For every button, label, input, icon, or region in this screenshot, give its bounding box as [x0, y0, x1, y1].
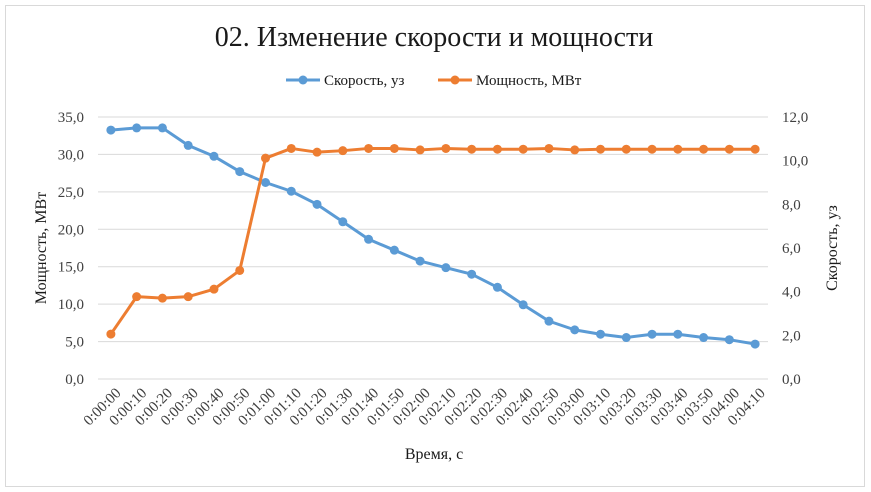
- speed-point: [750, 339, 760, 349]
- y-left-tick-label: 30,0: [58, 147, 84, 163]
- legend-speed-label: Скорость, уз: [324, 73, 404, 89]
- speed-line: [110, 126, 756, 346]
- power-point: [673, 144, 683, 154]
- speed-point: [492, 282, 502, 292]
- speed-point: [570, 325, 580, 335]
- power-point: [312, 147, 322, 157]
- power-point: [570, 145, 580, 155]
- series-group: [106, 123, 760, 349]
- speed-point: [106, 125, 116, 135]
- speed-point: [338, 217, 348, 227]
- speed-point: [467, 269, 477, 279]
- power-point: [441, 143, 451, 153]
- power-point: [596, 144, 605, 154]
- y-right-tick-label: 0,0: [782, 372, 801, 388]
- y-right-tick-label: 8,0: [782, 197, 801, 213]
- speed-point: [518, 300, 528, 310]
- power-point: [544, 143, 554, 153]
- gridlines: [98, 116, 768, 380]
- speed-point: [441, 263, 451, 273]
- speed-point: [312, 199, 322, 209]
- legend-speed-marker: [298, 75, 308, 85]
- speed-point: [724, 335, 734, 345]
- power-point: [647, 144, 657, 154]
- x-axis-title: Время, с: [405, 446, 463, 463]
- y-axis-left-ticks: 0,0 5,0 10,0 15,0 20,0 25,0 30,0 35,0: [58, 110, 84, 388]
- y-right-tick-label: 2,0: [782, 328, 801, 344]
- y-axis-left-title: Мощность, МВт: [33, 192, 50, 304]
- power-point: [338, 146, 348, 156]
- power-point: [699, 144, 709, 154]
- power-point: [467, 144, 477, 154]
- power-line: [109, 146, 756, 335]
- power-point: [261, 153, 270, 163]
- y-left-tick-label: 15,0: [58, 260, 84, 276]
- speed-point: [621, 333, 631, 343]
- speed-point: [209, 151, 219, 161]
- x-axis-ticks: 0:00:000:00:100:00:200:00:300:00:400:00:…: [81, 385, 769, 429]
- y-left-tick-label: 10,0: [58, 297, 84, 313]
- y-axis-right-title: Скорость, уз: [824, 205, 841, 291]
- speed-point: [699, 333, 709, 343]
- y-right-tick-label: 4,0: [782, 285, 801, 301]
- y-right-tick-label: 10,0: [782, 154, 808, 170]
- y-right-tick-label: 12,0: [782, 110, 808, 126]
- y-left-tick-label: 25,0: [58, 185, 84, 201]
- speed-point: [647, 329, 657, 339]
- speed-point: [235, 167, 245, 177]
- speed-point: [544, 316, 554, 326]
- series-speed: [106, 123, 760, 349]
- y-left-tick-label: 35,0: [58, 110, 84, 126]
- legend: Скорость, уз Мощность, МВт: [286, 73, 582, 89]
- power-point: [157, 293, 167, 303]
- chart-frame: [5, 5, 865, 487]
- speed-point: [415, 256, 425, 266]
- power-point: [621, 144, 631, 154]
- power-point: [415, 145, 425, 155]
- speed-point: [673, 329, 683, 339]
- power-point: [724, 144, 734, 154]
- power-point: [235, 265, 245, 275]
- power-point: [364, 143, 374, 153]
- y-left-tick-label: 5,0: [65, 335, 84, 351]
- power-point: [106, 329, 116, 339]
- chart-title: 02. Изменение скорости и мощности: [215, 22, 653, 53]
- power-point: [518, 144, 528, 154]
- y-axis-right-ticks: 0,0 2,0 4,0 6,0 8,0 10,0 12,0: [782, 110, 808, 388]
- power-point: [286, 143, 296, 153]
- power-point: [183, 292, 193, 302]
- power-point: [132, 292, 142, 302]
- power-point: [209, 284, 219, 294]
- y-right-tick-label: 6,0: [782, 241, 801, 257]
- speed-point: [596, 329, 605, 339]
- series-power: [106, 143, 760, 339]
- speed-point: [286, 186, 296, 196]
- power-point: [389, 143, 399, 153]
- power-point: [492, 144, 502, 154]
- speed-point: [261, 178, 270, 187]
- speed-point: [132, 123, 142, 133]
- power-point: [750, 144, 760, 154]
- speed-point: [183, 140, 193, 150]
- legend-power-label: Мощность, МВт: [476, 73, 582, 89]
- speed-point: [364, 234, 374, 244]
- y-left-tick-label: 0,0: [65, 372, 84, 388]
- speed-point: [389, 245, 399, 255]
- y-left-tick-label: 20,0: [58, 222, 84, 238]
- speed-point: [157, 123, 167, 133]
- legend-power-marker: [450, 75, 460, 85]
